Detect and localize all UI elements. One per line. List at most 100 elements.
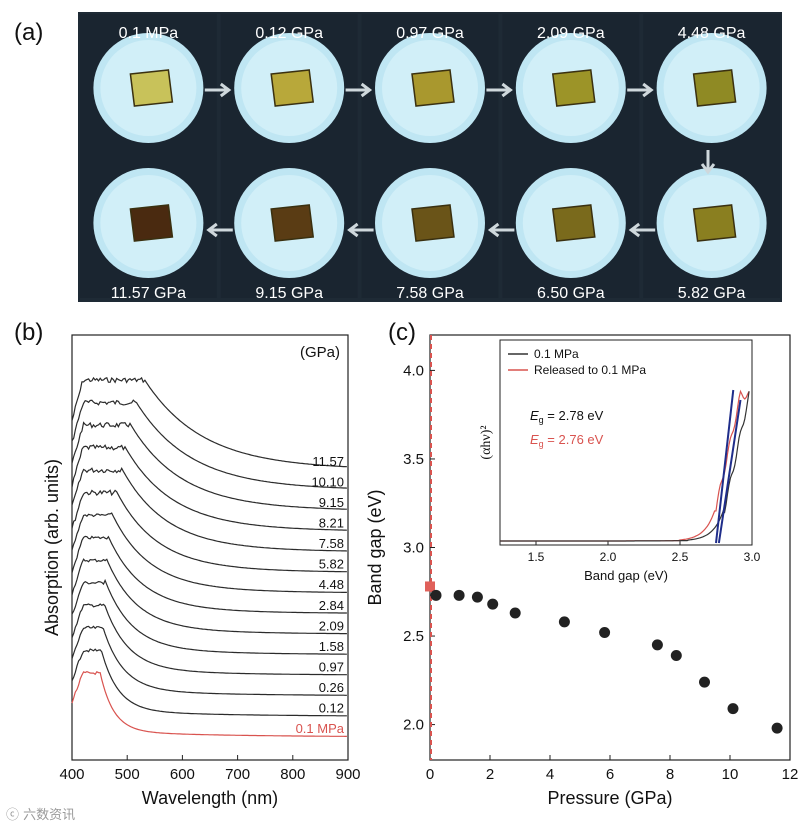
micrograph-0: 0.1 MPa: [80, 14, 217, 160]
arrow-left: [487, 222, 515, 238]
micrograph-3: 2.09 GPa: [502, 14, 640, 160]
curve-label: 1.58: [319, 639, 344, 654]
eg-value: = 2.78 eV: [544, 408, 604, 423]
x-tick-label: 12: [782, 766, 799, 783]
spectrum-curve: [71, 625, 347, 696]
crystal: [411, 69, 455, 107]
pressure-label: 9.15 GPa: [255, 285, 323, 302]
spectrum-curve: [71, 376, 347, 468]
x-tick-label: 8: [666, 766, 674, 783]
curve-label: 2.84: [319, 598, 344, 613]
arrow-right: [627, 82, 654, 98]
arrow-right: [486, 82, 513, 98]
inset-x-tick-label: 1.5: [528, 550, 545, 564]
legend-label: Released to 0.1 MPa: [534, 363, 646, 377]
pressure-label: 0.12 GPa: [255, 25, 323, 42]
legend-label: 0.1 MPa: [534, 347, 579, 361]
spectrum-curve: [71, 399, 347, 489]
inset-x-tick-label: 3.0: [744, 550, 761, 564]
x-tick-label: 10: [722, 766, 739, 783]
arrow-down: [700, 150, 716, 175]
x-tick-label: 4: [546, 766, 554, 783]
y-tick-label: 2.5: [403, 628, 424, 645]
pressure-label: 5.82 GPa: [678, 285, 746, 302]
crystal: [129, 204, 174, 242]
micrograph-8: 9.15 GPa: [220, 152, 358, 302]
x-tick-label: 500: [115, 766, 140, 783]
data-point: [771, 722, 783, 734]
spectrum-curve: [71, 671, 347, 737]
spectrum-curve: [71, 558, 347, 635]
inset-y-axis-label: (αhν)²: [479, 425, 494, 459]
crystal: [692, 204, 737, 242]
unit-label: (GPa): [300, 344, 340, 361]
micrograph-5: 5.82 GPa: [643, 152, 780, 302]
x-tick-label: 6: [606, 766, 614, 783]
crystal: [129, 69, 174, 107]
curve-label: 9.15: [319, 495, 344, 510]
data-point: [430, 589, 442, 601]
x-axis-label: Wavelength (nm): [142, 788, 278, 808]
pressure-label: 0.1 MPa: [119, 25, 179, 42]
arrow-left: [206, 222, 233, 238]
spectrum-curve: [71, 603, 347, 676]
data-point: [509, 607, 521, 619]
inset-x-axis-label: Band gap (eV): [584, 568, 668, 583]
curve-label: 5.82: [319, 557, 344, 572]
watermark: ⓒ 六数资讯: [6, 808, 76, 823]
crystal: [692, 69, 737, 107]
panel-a-label: (a): [14, 19, 43, 46]
spectrum-curve: [71, 512, 347, 593]
micrograph-1: 0.12 GPa: [220, 14, 358, 160]
panel-c-label: (c): [388, 319, 416, 346]
pressure-label: 2.09 GPa: [537, 25, 605, 42]
micrograph-6: 6.50 GPa: [502, 152, 640, 302]
x-tick-label: 2: [486, 766, 494, 783]
spectrum-curve: [71, 578, 347, 655]
data-point: [670, 650, 682, 662]
spectrum-curve: [71, 648, 347, 717]
panel-c-bandgap-plot: 0 2 4 6 8 10 12 2.0 2.5 3.0 3.5 4.0 Pressure (GPa) Ba…: [365, 334, 799, 808]
curve-label: 0.26: [319, 680, 344, 695]
x-tick-label: 400: [59, 766, 84, 783]
curve-label: 4.48: [319, 577, 344, 592]
eg-symbol: E: [530, 408, 539, 423]
y-tick-label: 2.0: [403, 717, 424, 734]
plot-frame: [71, 334, 349, 761]
data-point: [727, 703, 739, 715]
spectrum-curve: [71, 444, 347, 531]
crystal: [270, 69, 315, 107]
micrograph-4: 4.48 GPa: [643, 14, 780, 160]
fit-line-blue: [715, 389, 735, 544]
inset-x-tick-label: 2.5: [672, 550, 689, 564]
data-point: [558, 616, 570, 628]
data-point: [453, 589, 465, 601]
panel-b-absorption-plot: 400 500 600 700 800 900 Wavelength (nm) Absorpt…: [42, 334, 361, 808]
x-axis-label: Pressure (GPa): [547, 788, 672, 808]
crystal: [551, 204, 596, 242]
micrograph-2: 0.97 GPa: [361, 14, 499, 160]
eg-subscript: g: [539, 439, 544, 449]
y-axis-label: Absorption (arb. units): [42, 459, 62, 636]
pressure-label: 7.58 GPa: [396, 285, 464, 302]
spectrum-curve: [71, 489, 347, 573]
crystal: [411, 204, 455, 242]
x-tick-label: 900: [335, 766, 360, 783]
pressure-label: 11.57 GPa: [111, 285, 186, 302]
curve-label: 0.12: [319, 700, 344, 715]
y-tick-label: 3.0: [403, 540, 424, 557]
tauc-curve: [500, 391, 750, 542]
inset-tauc-plot: 1.5 2.0 2.5 3.0 Band gap (eV) (αhν)² 0.1 MPa Re…: [479, 339, 761, 583]
arrow-right: [345, 82, 373, 98]
micrograph-7: 7.58 GPa: [361, 152, 499, 302]
inset-frame: [499, 339, 753, 546]
pressure-label: 4.48 GPa: [678, 25, 746, 42]
released-point: [425, 581, 435, 592]
curve-label: 8.21: [319, 516, 344, 531]
x-tick-label: 700: [225, 766, 250, 783]
panel-b-label: (b): [14, 319, 43, 346]
data-point: [651, 639, 663, 651]
panel-a-micrographs: 0.1 MPa 0.12 GPa 0.97 GPa 2.09 GPa 4.48 GPa 1…: [78, 12, 782, 302]
spectrum-curve: [71, 466, 347, 552]
